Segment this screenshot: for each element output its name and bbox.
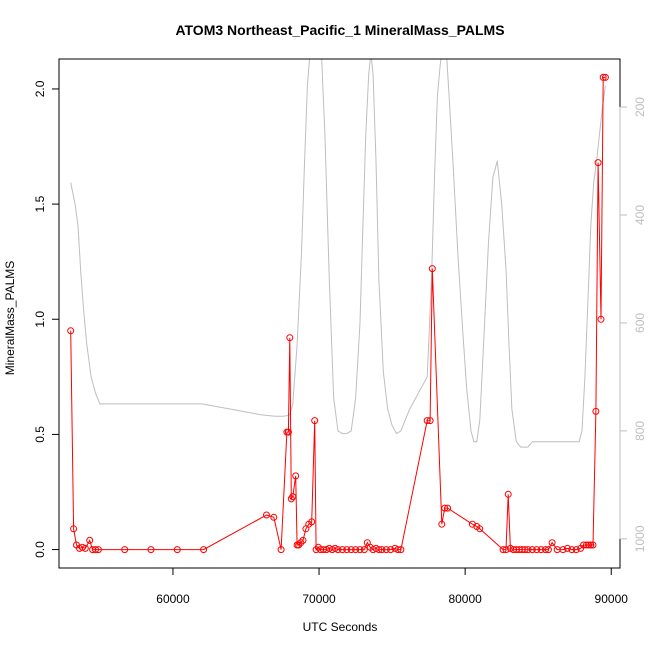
data-point bbox=[289, 493, 297, 501]
data-point bbox=[286, 334, 294, 342]
data-point bbox=[580, 541, 587, 549]
data-point bbox=[563, 544, 571, 552]
data-point bbox=[334, 546, 342, 554]
data-point bbox=[387, 546, 395, 554]
data-point bbox=[572, 546, 580, 554]
data-point bbox=[263, 511, 270, 519]
data-point bbox=[360, 546, 368, 554]
y2-tick-label: 1000 bbox=[633, 525, 647, 552]
data-point bbox=[92, 546, 99, 554]
data-point bbox=[295, 541, 303, 549]
data-point bbox=[277, 546, 285, 554]
x-tick-label: 60000 bbox=[156, 592, 190, 606]
data-point bbox=[589, 541, 597, 549]
y2-tick-label: 600 bbox=[633, 313, 647, 333]
data-point bbox=[423, 417, 431, 425]
data-point bbox=[476, 525, 484, 533]
data-point bbox=[292, 472, 300, 480]
y-tick-label: 0.0 bbox=[33, 541, 47, 558]
data-point bbox=[548, 539, 556, 547]
data-point bbox=[284, 428, 292, 436]
data-point bbox=[270, 513, 278, 521]
mineral-mass-series-group bbox=[67, 73, 609, 554]
data-point bbox=[533, 546, 541, 554]
y-tick-label: 1.0 bbox=[33, 311, 47, 328]
y2-tick-label: 400 bbox=[633, 205, 647, 225]
data-point bbox=[542, 546, 549, 554]
data-point bbox=[441, 504, 449, 512]
data-point bbox=[382, 546, 390, 554]
y-tick-label: 2.0 bbox=[33, 80, 47, 97]
data-point bbox=[502, 546, 510, 554]
y-axis-label: MineralMass_PALMS bbox=[3, 261, 17, 375]
data-point bbox=[338, 546, 346, 554]
y2-tick-label: 800 bbox=[633, 421, 647, 441]
data-point bbox=[173, 546, 181, 554]
data-point bbox=[147, 546, 155, 554]
data-point bbox=[599, 73, 607, 81]
data-point bbox=[444, 504, 452, 512]
data-point bbox=[312, 546, 320, 554]
data-point bbox=[394, 546, 402, 554]
plot-frame bbox=[58, 58, 621, 569]
data-point bbox=[537, 546, 545, 554]
y-tick-label: 0.5 bbox=[33, 426, 47, 443]
data-point bbox=[121, 546, 129, 554]
secondary-series-line bbox=[70, 59, 606, 448]
data-point bbox=[499, 546, 507, 554]
data-point bbox=[86, 536, 94, 544]
mineral-mass-line bbox=[70, 76, 606, 551]
data-point bbox=[352, 546, 360, 554]
data-point bbox=[428, 265, 436, 273]
x-tick-label: 70000 bbox=[302, 592, 336, 606]
data-point bbox=[524, 546, 532, 554]
data-point bbox=[597, 315, 605, 323]
data-point bbox=[587, 541, 595, 549]
x-tick-label: 80000 bbox=[448, 592, 482, 606]
data-point bbox=[568, 546, 576, 554]
data-point bbox=[544, 546, 552, 554]
data-point bbox=[594, 159, 602, 167]
data-point bbox=[94, 546, 102, 554]
data-point bbox=[592, 407, 600, 415]
data-point bbox=[504, 490, 512, 498]
data-point bbox=[601, 73, 609, 81]
secondary-series-group bbox=[70, 59, 606, 448]
x-tick-label: 90000 bbox=[595, 592, 629, 606]
data-point bbox=[426, 417, 434, 425]
x-axis-label: UTC Seconds bbox=[303, 620, 378, 634]
data-point bbox=[521, 546, 529, 554]
data-point bbox=[343, 546, 351, 554]
data-point bbox=[585, 541, 593, 549]
data-point bbox=[311, 417, 319, 425]
data-point bbox=[559, 546, 567, 554]
axes-group: 60000 70000 80000 90000 0.0 0.5 1.0 1.5 2.0 200 40… bbox=[33, 80, 647, 606]
data-point bbox=[438, 520, 446, 528]
data-point bbox=[308, 518, 316, 526]
data-point bbox=[397, 546, 405, 554]
data-point bbox=[297, 539, 305, 547]
y2-tick-label: 200 bbox=[633, 97, 647, 117]
data-point bbox=[200, 546, 208, 554]
data-point bbox=[528, 546, 536, 554]
data-point bbox=[347, 546, 355, 554]
data-point bbox=[582, 541, 590, 549]
data-point bbox=[299, 536, 307, 544]
data-point bbox=[378, 546, 386, 554]
y-tick-label: 1.5 bbox=[33, 195, 47, 212]
data-point bbox=[356, 546, 364, 554]
chart-title: ATOM3 Northeast_Pacific_1 MineralMass_PA… bbox=[175, 22, 504, 38]
data-point bbox=[67, 327, 75, 335]
data-point bbox=[375, 546, 383, 554]
data-point bbox=[70, 525, 78, 533]
data-point bbox=[81, 544, 89, 552]
